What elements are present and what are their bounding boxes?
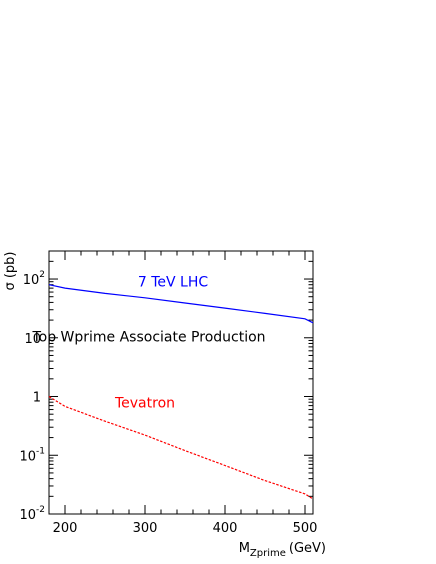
annotation: 7 TeV LHC bbox=[138, 274, 208, 290]
plot-area bbox=[48, 250, 314, 515]
x-axis-label: MZprime (GeV) bbox=[239, 541, 326, 559]
y-tick-exponent: -1 bbox=[36, 446, 45, 456]
series-line-2 bbox=[48, 395, 314, 500]
y-tick-base: 10 bbox=[19, 449, 36, 464]
x-tick-label: 300 bbox=[133, 521, 158, 536]
x-tick-label: 400 bbox=[213, 521, 238, 536]
y-tick-exponent: -2 bbox=[36, 505, 45, 515]
y-tick-exponent: 2 bbox=[39, 270, 45, 280]
plot-frame bbox=[48, 250, 314, 515]
y-tick-base: 10 bbox=[23, 273, 40, 288]
y-tick-label: 10-2 bbox=[19, 505, 45, 523]
y-axis-label: σ (pb) bbox=[3, 251, 18, 290]
x-axis-label-main: M bbox=[239, 541, 250, 556]
axis-labels: σ (pb) MZprime (GeV) bbox=[3, 251, 326, 559]
annotation: Tevatron bbox=[114, 396, 175, 412]
y-tick-base: 10 bbox=[24, 332, 41, 347]
x-axis-label-sub: Zprime bbox=[250, 548, 286, 559]
series-layer bbox=[48, 284, 314, 500]
annotation: Top Wprime Associate Production bbox=[31, 329, 265, 345]
series-line-1 bbox=[48, 284, 314, 324]
y-tick-label: 1 bbox=[33, 391, 41, 406]
x-tick-label: 200 bbox=[53, 521, 78, 536]
y-tick-label: 102 bbox=[23, 270, 45, 288]
y-tick-label: 10 bbox=[24, 332, 41, 347]
x-axis-label-unit: (GeV) bbox=[289, 541, 326, 556]
annotations: 7 TeV LHC Top Wprime Associate Production… bbox=[31, 274, 265, 411]
y-tick-label: 10-1 bbox=[19, 446, 45, 464]
y-tick-base: 10 bbox=[19, 508, 36, 523]
x-tick-label: 500 bbox=[293, 521, 318, 536]
y-tick-base: 1 bbox=[33, 391, 41, 406]
